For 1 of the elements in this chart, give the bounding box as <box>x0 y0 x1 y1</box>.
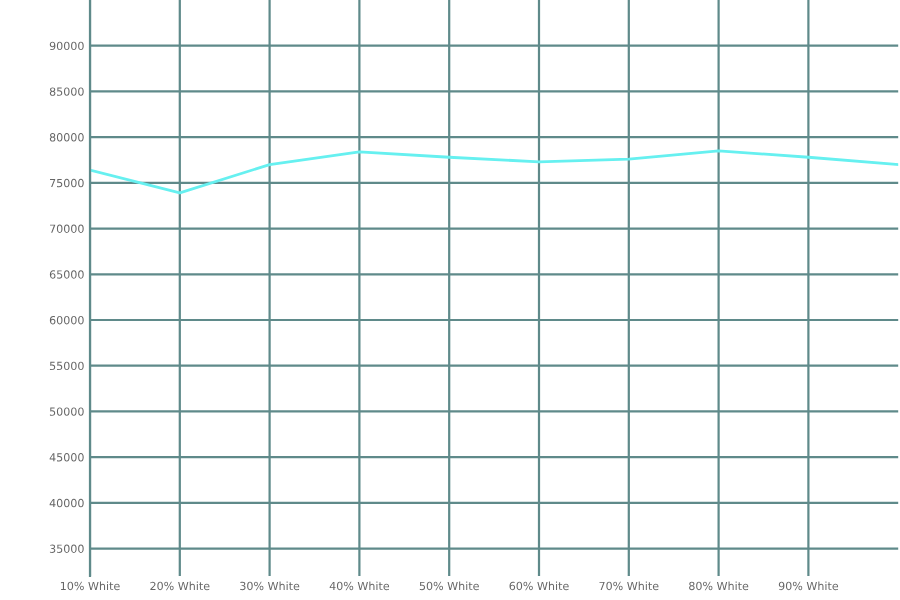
line-series <box>90 149 899 195</box>
